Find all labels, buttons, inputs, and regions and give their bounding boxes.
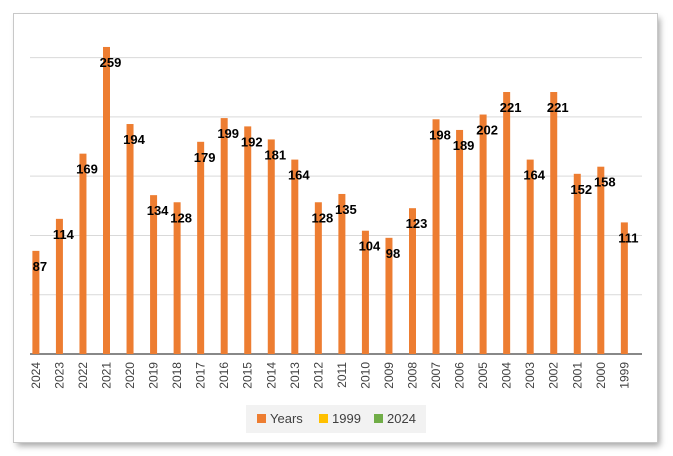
tick-label-2022: 2022 (76, 362, 90, 389)
data-label-1999: 111 (618, 230, 638, 245)
tick-label-2005: 2005 (476, 362, 490, 389)
bar-2020 (126, 124, 134, 354)
bar-2006 (456, 129, 464, 354)
tick-label-2016: 2016 (217, 362, 231, 389)
data-label-2021: 259 (100, 55, 122, 70)
bar-2014 (267, 139, 275, 354)
bar-2021 (103, 46, 110, 354)
tick-label-2011: 2011 (335, 362, 349, 388)
data-label-2020: 194 (123, 132, 145, 147)
tick-label-2012: 2012 (311, 362, 325, 389)
legend-swatch-1999 (319, 414, 328, 423)
tick-label-2009: 2009 (382, 362, 396, 389)
bar-2003 (526, 159, 534, 354)
bar-2013 (291, 159, 299, 354)
legend-swatch-2024 (374, 414, 383, 423)
bar-2002 (550, 92, 558, 355)
tick-label-2024: 2024 (29, 362, 43, 389)
tick-label-2004: 2004 (500, 362, 514, 389)
data-label-2000: 158 (594, 175, 616, 190)
tick-label-2014: 2014 (264, 362, 278, 389)
bar-1999 (620, 222, 628, 354)
data-label-2006: 189 (453, 138, 475, 153)
data-label-2003: 164 (523, 168, 545, 183)
bar-2001 (573, 173, 581, 354)
data-label-2007: 198 (429, 127, 451, 142)
data-label-2002: 221 (547, 100, 569, 115)
bar-2010 (361, 230, 369, 354)
tick-label-1999: 1999 (617, 362, 631, 389)
bar-2011 (338, 193, 346, 354)
tick-label-2018: 2018 (170, 362, 184, 389)
legend-box (246, 405, 426, 433)
data-label-2009: 98 (386, 246, 400, 261)
bar-2024 (32, 250, 40, 354)
tick-label-2003: 2003 (523, 362, 537, 389)
legend-swatch-Years (257, 414, 266, 423)
data-label-2018: 128 (170, 210, 192, 225)
data-label-2011: 135 (335, 202, 357, 217)
bar-2016 (220, 118, 228, 354)
data-label-2004: 221 (500, 100, 522, 115)
data-label-2022: 169 (76, 162, 98, 177)
chart-area (14, 14, 657, 442)
data-label-2023: 114 (53, 227, 75, 242)
tick-label-2019: 2019 (147, 362, 161, 389)
tick-label-2000: 2000 (594, 362, 608, 389)
bar-2017 (197, 141, 205, 354)
bar-2009 (385, 237, 393, 354)
bar-2015 (244, 126, 252, 354)
data-label-2016: 199 (217, 126, 239, 141)
tick-label-2007: 2007 (429, 362, 443, 389)
tick-label-2002: 2002 (547, 362, 561, 389)
tick-label-2021: 2021 (100, 362, 114, 389)
tick-label-2015: 2015 (241, 362, 255, 389)
data-label-2017: 179 (194, 150, 216, 165)
tick-label-2006: 2006 (453, 362, 467, 389)
data-label-2024: 87 (33, 259, 47, 274)
data-label-2019: 134 (147, 203, 169, 218)
tick-label-2013: 2013 (288, 362, 302, 389)
bar-2019 (150, 195, 158, 354)
bar-2007 (432, 119, 440, 354)
tick-label-2020: 2020 (123, 362, 137, 389)
bar-2023 (55, 218, 63, 354)
data-label-2014: 181 (264, 147, 286, 162)
tick-label-2010: 2010 (358, 362, 372, 389)
data-label-2012: 128 (311, 210, 333, 225)
data-label-2008: 123 (406, 216, 428, 231)
tick-label-2001: 2001 (570, 362, 584, 389)
bar-2000 (597, 166, 605, 354)
bar-2012 (314, 202, 322, 354)
bar-2008 (409, 208, 416, 354)
legend-label-Years: Years (270, 411, 303, 426)
tick-label-2023: 2023 (52, 362, 66, 389)
bar-2018 (173, 202, 181, 354)
tick-label-2017: 2017 (194, 362, 208, 389)
tick-label-2008: 2008 (406, 362, 420, 389)
legend-label-1999: 1999 (332, 411, 361, 426)
data-label-2010: 104 (359, 239, 381, 254)
data-label-2013: 164 (288, 168, 310, 183)
legend-label-2024: 2024 (387, 411, 416, 426)
data-label-2001: 152 (570, 182, 592, 197)
data-label-2015: 192 (241, 134, 263, 149)
bar-2022 (79, 153, 87, 354)
bar-2005 (479, 114, 487, 355)
bar-2004 (503, 92, 511, 355)
data-label-2005: 202 (476, 123, 498, 138)
